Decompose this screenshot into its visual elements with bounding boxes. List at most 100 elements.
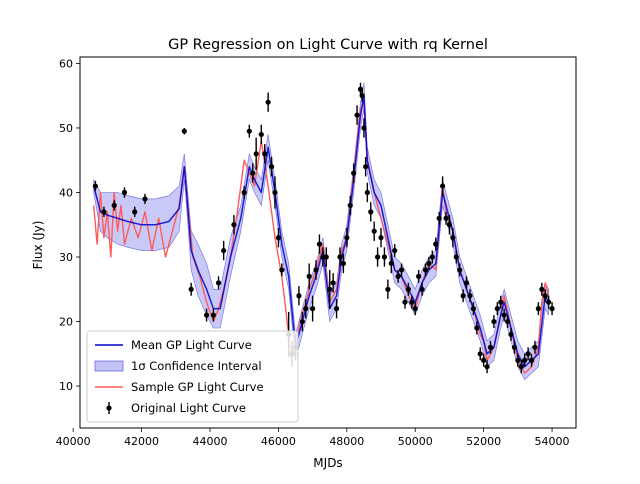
point-marker (340, 260, 346, 267)
data-point (203, 308, 210, 322)
data-point (498, 295, 504, 309)
point-marker (498, 299, 504, 305)
data-point (265, 92, 271, 112)
point-marker (450, 235, 456, 241)
data-point (327, 269, 333, 309)
point-marker (313, 267, 319, 273)
data-point (381, 247, 388, 267)
data-point (467, 289, 473, 303)
data-point (258, 124, 264, 145)
data-point (542, 289, 548, 303)
point-marker (333, 306, 340, 312)
data-point (457, 263, 463, 277)
point-marker (436, 215, 442, 221)
data-point (494, 302, 500, 316)
legend-item: 1σ Confidence Interval (94, 359, 262, 373)
point-marker (359, 93, 365, 99)
point-marker (460, 293, 466, 299)
data-point (111, 200, 117, 211)
data-point (279, 263, 285, 277)
legend-label: Mean GP Light Curve (131, 338, 252, 352)
point-marker (419, 286, 425, 292)
data-point (539, 282, 545, 296)
point-marker (542, 293, 548, 299)
point-marker (337, 254, 343, 260)
data-point (181, 127, 187, 135)
legend-label: Original Light Curve (131, 401, 246, 415)
point-marker (250, 170, 256, 176)
point-marker (481, 357, 487, 363)
y-axis-label: Flux (Jy) (31, 221, 45, 270)
data-point (422, 263, 429, 277)
data-point (409, 295, 415, 309)
point-marker (402, 299, 408, 305)
data-point (316, 234, 323, 254)
point-marker (405, 286, 411, 292)
data-point (501, 308, 507, 322)
point-marker (296, 293, 302, 299)
point-marker (316, 241, 323, 247)
x-tick-label: 40000 (56, 435, 91, 448)
x-tick-label: 44000 (192, 435, 227, 448)
point-marker (501, 312, 507, 318)
data-point (368, 202, 374, 222)
sample-gp-line (93, 101, 550, 374)
axes: 40000 42000 44000 46000 48000 50000 52000 54000… (56, 56, 577, 448)
point-marker (504, 318, 511, 325)
data-point (528, 353, 535, 367)
data-point (460, 289, 466, 303)
data-point (525, 347, 531, 361)
data-point (253, 137, 259, 170)
x-tick-label: 46000 (261, 435, 296, 448)
point-marker (142, 196, 148, 202)
data-point (354, 105, 360, 125)
point-marker (132, 209, 138, 215)
point-marker (535, 306, 541, 312)
point-marker (457, 267, 463, 273)
data-point (392, 244, 398, 258)
point-marker (361, 125, 367, 131)
point-marker (279, 267, 285, 273)
point-marker (477, 351, 483, 357)
point-marker (474, 325, 480, 331)
point-marker (92, 183, 98, 189)
point-marker (354, 112, 360, 118)
data-point (549, 302, 555, 316)
point-marker (210, 312, 217, 318)
data-point (132, 206, 138, 218)
data-point (395, 269, 401, 283)
data-point (450, 227, 456, 248)
point-marker (258, 131, 264, 138)
point-marker (549, 306, 555, 312)
data-point (296, 286, 302, 306)
point-marker (231, 222, 237, 228)
data-point (375, 247, 381, 267)
point-marker (241, 189, 247, 196)
legend-label: 1σ Confidence Interval (131, 359, 262, 373)
point-marker (246, 128, 252, 134)
data-point (463, 276, 470, 290)
point-marker (508, 331, 514, 338)
data-point (491, 315, 497, 328)
point-marker (272, 189, 278, 196)
data-point (310, 295, 316, 322)
point-marker (494, 306, 500, 312)
point-marker (528, 357, 535, 363)
data-point (419, 282, 425, 296)
mean-gp-line (92, 94, 550, 368)
point-marker (426, 260, 432, 267)
legend-label: Sample GP Light Curve (131, 380, 264, 394)
data-point (306, 263, 312, 290)
data-point (347, 195, 353, 216)
data-point (268, 157, 275, 177)
data-point (364, 182, 370, 203)
point-marker (275, 235, 281, 241)
point-marker (303, 306, 309, 312)
point-marker (409, 299, 415, 305)
data-point (522, 353, 528, 367)
point-marker (262, 151, 268, 157)
data-point (250, 163, 256, 183)
data-point (405, 282, 411, 296)
